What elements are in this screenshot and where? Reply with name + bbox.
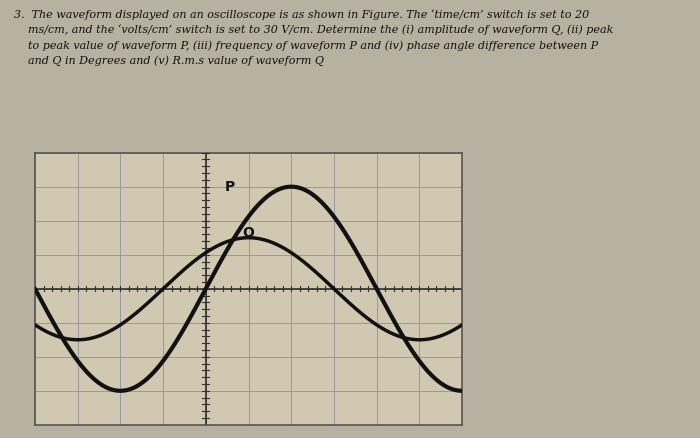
Text: Q: Q	[242, 226, 254, 240]
Text: P: P	[225, 180, 235, 194]
Text: 3.  The waveform displayed on an oscilloscope is as shown in Figure. The ‘time/c: 3. The waveform displayed on an oscillos…	[14, 9, 613, 66]
